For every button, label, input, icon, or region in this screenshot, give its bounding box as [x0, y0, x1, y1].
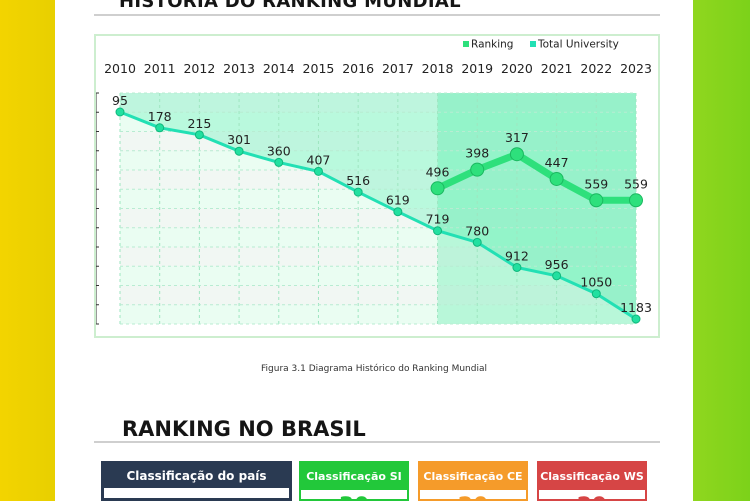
history-title: HISTÓRIA DO RANKING MUNDIAL — [119, 0, 461, 12]
total-university-label: 719 — [426, 212, 450, 227]
total-university-label: 619 — [386, 193, 410, 208]
ranking-label: 317 — [505, 130, 529, 145]
card-country-rank-label: Classificação do país — [104, 464, 289, 488]
x-tick-label: 2014 — [263, 61, 295, 76]
total-university-label: 301 — [227, 132, 251, 147]
total-university-line — [119, 110, 637, 321]
total-university-label: 360 — [267, 143, 291, 158]
total-university-point — [591, 289, 601, 299]
card-si-rank-value: 30 — [301, 490, 407, 499]
x-tick-label: 2016 — [342, 61, 374, 76]
ranking-point — [509, 147, 524, 162]
total-university-point — [115, 107, 125, 117]
card-ce-rank-value: 20 — [420, 490, 526, 499]
total-university-label: 178 — [148, 109, 172, 124]
x-tick-label: 2019 — [461, 61, 493, 76]
card-ws-rank-label: Classificação WS — [539, 463, 645, 490]
total-university-label: 780 — [465, 223, 489, 238]
legend-label: Total University — [537, 39, 619, 51]
total-university-point — [194, 130, 204, 140]
ranking-history-chart: 2010 2011 2012 2013 2014 2015 2016 2017 2018 2019… — [94, 34, 660, 338]
legend-label: Ranking — [471, 39, 513, 51]
total-university-point — [274, 157, 284, 167]
legend-swatch — [463, 41, 469, 47]
total-university-point — [631, 314, 641, 324]
total-university-point — [512, 262, 522, 272]
ranking-point — [549, 171, 564, 186]
total-university-point — [552, 271, 562, 281]
x-tick-label: 2022 — [580, 61, 612, 76]
x-tick-label: 2011 — [144, 61, 176, 76]
total-university-point — [433, 226, 443, 236]
ranking-point — [629, 193, 643, 208]
x-tick-label: 2021 — [541, 61, 573, 76]
ranking-label: 496 — [426, 164, 450, 179]
x-tick-label: 2015 — [303, 61, 335, 76]
total-university-point — [353, 187, 363, 197]
ranking-point — [470, 162, 485, 177]
total-university-label: 1183 — [620, 300, 652, 315]
total-university-point — [155, 123, 165, 133]
grid-band — [120, 93, 636, 113]
total-university-label: 215 — [187, 116, 211, 131]
ranking-label: 559 — [584, 176, 608, 191]
ranking-history-svg: 2010 2011 2012 2013 2014 2015 2016 2017 2018 2019… — [95, 39, 652, 325]
x-tick-label: 2023 — [620, 61, 652, 76]
grid-band — [120, 131, 636, 151]
card-ce-rank-label: Classificação CE — [420, 463, 526, 490]
card-ws-rank-value: 29 — [539, 490, 645, 499]
card-si-rank-label: Classificação SI — [301, 463, 407, 490]
total-university-point — [313, 166, 323, 176]
total-university-label: 1050 — [580, 275, 612, 290]
ranking-label: 447 — [545, 155, 569, 170]
x-tick-label: 2010 — [104, 61, 136, 76]
x-tick-label: 2012 — [183, 61, 215, 76]
x-tick-label: 2020 — [501, 61, 533, 76]
ranking-point — [589, 193, 604, 208]
grid-band — [120, 170, 636, 190]
card-ws-rank: Classificação WS 29 — [537, 461, 647, 501]
figure-caption: Figura 3.1 Diagrama Histórico do Ranking… — [261, 364, 487, 374]
total-university-label: 956 — [545, 257, 569, 272]
history-title-rule — [94, 14, 660, 16]
total-university-point — [472, 237, 482, 247]
x-tick-label: 2017 — [382, 61, 414, 76]
grid-band — [120, 285, 636, 305]
document-page: HISTÓRIA DO RANKING MUNDIAL 2010 2011 2012… — [55, 0, 693, 501]
ranking-label: 398 — [465, 146, 489, 161]
brazil-title: RANKING NO BRASIL — [122, 417, 366, 441]
legend-swatch — [530, 41, 536, 47]
x-tick-label: 2013 — [223, 61, 255, 76]
card-country-rank-value — [104, 488, 289, 498]
brazil-title-rule — [94, 441, 660, 443]
grid-band — [120, 208, 636, 228]
total-university-label: 95 — [112, 93, 128, 108]
card-ce-rank: Classificação CE 20 — [418, 461, 528, 501]
card-country-rank: Classificação do país — [101, 461, 292, 501]
ranking-label: 559 — [624, 176, 648, 191]
total-university-label: 407 — [307, 152, 331, 167]
total-university-label: 516 — [346, 173, 370, 188]
total-university-label: 912 — [505, 248, 529, 263]
x-tick-label: 2018 — [422, 61, 454, 76]
total-area — [120, 93, 636, 319]
ranking-point — [430, 181, 445, 196]
card-si-rank: Classificação SI 30 — [299, 461, 409, 501]
total-university-point — [234, 146, 244, 156]
total-university-point — [393, 207, 403, 217]
